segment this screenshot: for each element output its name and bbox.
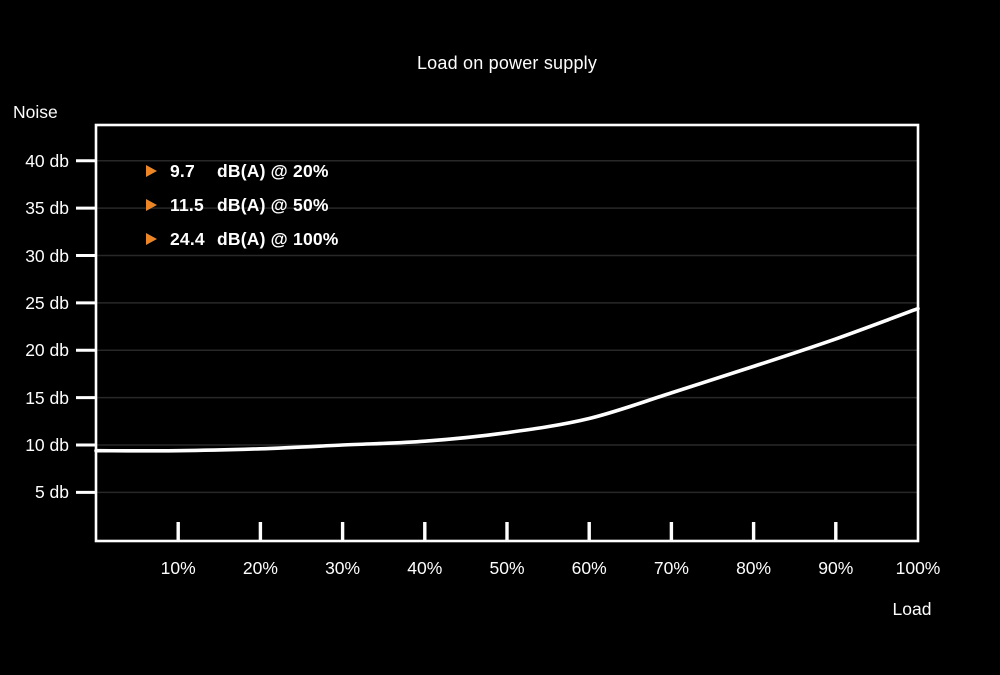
annotation-text: 9.7 dB(A) @ 20% (170, 161, 329, 182)
x-tick-label: 80% (736, 558, 772, 578)
x-tick-label: 60% (571, 558, 607, 578)
orange-triangle-icon (146, 199, 157, 211)
y-tick-label: 25 db (25, 292, 69, 313)
noise-curve-line (94, 306, 920, 453)
annotation-label: dB(A) @ 20% (217, 160, 329, 181)
annotation-row: 9.7 dB(A) @ 20% (146, 160, 339, 182)
annotation-text: 11.5 dB(A) @ 50% (170, 195, 329, 216)
orange-triangle-icon (146, 165, 157, 177)
y-tick-label: 20 db (25, 340, 69, 361)
y-tick-label: 10 db (25, 435, 69, 455)
annotation-label: dB(A) @ 100% (217, 228, 339, 249)
plot-frame (94, 123, 920, 543)
annotation-row: 24.4 dB(A) @ 100% (146, 228, 339, 250)
annotation-value: 9.7 (170, 160, 195, 181)
annotation-value: 24.4 (170, 228, 205, 249)
x-tick-label: 30% (325, 558, 361, 578)
x-tick-label: 10% (160, 558, 196, 578)
y-tick-label: 40 db (25, 150, 69, 171)
annotation-value: 11.5 (170, 194, 204, 215)
annotation-text: 24.4 dB(A) @ 100% (170, 229, 339, 250)
chart-title: Load on power supply (416, 53, 598, 73)
x-tick-label: 90% (818, 558, 854, 578)
x-tick-label: 20% (242, 558, 278, 578)
x-tick-label: 50% (489, 558, 525, 578)
annotation-legend: 9.7 dB(A) @ 20% 11.5 dB(A) @ 50% 24.4 dB(A)… (146, 160, 339, 262)
x-tick-label: 40% (407, 558, 443, 578)
y-tick-label: 5 db (34, 482, 69, 503)
y-tick-label: 35 db (25, 198, 69, 219)
y-tick-label: 30 db (25, 245, 69, 266)
annotation-label: dB(A) @ 50% (217, 194, 329, 215)
orange-triangle-icon (146, 233, 157, 245)
x-tick-label: 70% (653, 558, 689, 578)
x-axis-title: Load (892, 599, 932, 619)
x-tick-label: 100% (895, 558, 941, 578)
annotation-row: 11.5 dB(A) @ 50% (146, 194, 339, 216)
y-axis-title: Noise (13, 102, 58, 122)
y-tick-label: 15 db (25, 387, 69, 408)
